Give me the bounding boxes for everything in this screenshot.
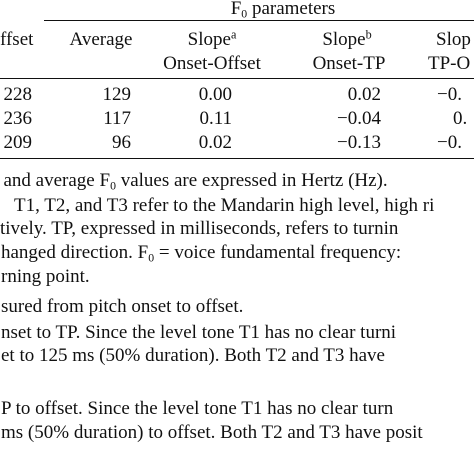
- cell-slope-onset-tp: 0.02: [347, 84, 381, 105]
- col-header-slope-a: Slopea: [187, 27, 237, 50]
- col-header-slope-b: Slopeb: [322, 27, 372, 50]
- cell-average: 96: [112, 132, 131, 153]
- table-bottom-rule: [0, 158, 474, 159]
- cell-slope-tp-offset: −0.: [437, 84, 462, 105]
- cell-slope-tp-offset: −0.: [437, 132, 462, 153]
- cell-average: 117: [103, 108, 131, 129]
- cell-slope-onset-offset: 0.00: [198, 84, 232, 105]
- table-note-line: T1, T2, and T3 refer to the Mandarin hig…: [14, 195, 435, 216]
- cell-onset: 236: [3, 108, 33, 129]
- table-note-line: sured from pitch onset to offset.: [1, 296, 244, 317]
- cell-slope-onset-tp: −0.13: [337, 132, 381, 153]
- col-header-slope-a-range: Onset-Offset: [163, 53, 261, 74]
- table-note-line: et to 125 ms (50% duration). Both T2 and…: [1, 345, 385, 366]
- table-note-line: rning point.: [1, 266, 90, 287]
- cell-onset: 228: [3, 84, 33, 105]
- table-note-line: tively. TP, expressed in milliseconds, r…: [0, 218, 399, 239]
- cell-average: 129: [102, 84, 132, 105]
- cell-onset: 209: [3, 132, 33, 153]
- group-header: F0 parameters: [230, 0, 336, 21]
- cell-slope-tp-offset: 0.: [453, 108, 468, 129]
- header-rule: [0, 78, 474, 79]
- table-note-line: hanged direction. F0 = voice fundamental…: [1, 242, 402, 265]
- col-header-onset: ffset: [0, 29, 34, 50]
- col-header-slope-c: Slop: [436, 29, 471, 50]
- cell-slope-onset-tp: −0.04: [337, 108, 381, 129]
- table-note-line: P to offset. Since the level tone T1 has…: [1, 398, 394, 419]
- table-note-line: ms (50% duration) to offset. Both T2 and…: [1, 422, 423, 443]
- col-header-slope-c-range: TP-O: [428, 53, 471, 74]
- group-header-rule: [44, 20, 474, 21]
- col-header-average: Average: [69, 29, 133, 50]
- table-note-line: , and average F0 values are expressed in…: [0, 170, 388, 193]
- cell-slope-onset-offset: 0.11: [199, 108, 232, 129]
- col-header-slope-b-range: Onset-TP: [312, 53, 386, 74]
- table-note-line: nset to TP. Since the level tone T1 has …: [1, 322, 397, 343]
- cell-slope-onset-offset: 0.02: [198, 132, 232, 153]
